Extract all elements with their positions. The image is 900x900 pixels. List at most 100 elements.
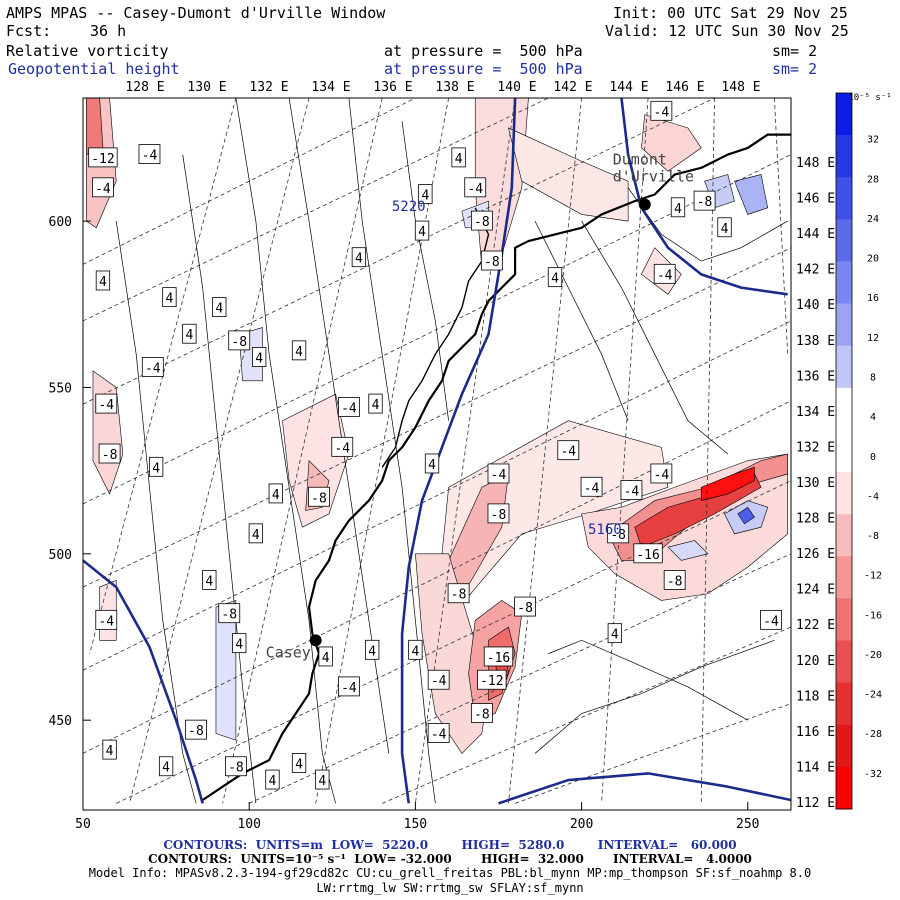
vorticity-label-box [480, 250, 503, 271]
y-tick-label: 600 [49, 215, 72, 230]
vorticity-contour-0 [115, 221, 197, 804]
colorbar-tick-label-2: 24 [867, 214, 879, 225]
colorbar-unit-label: 10⁻⁵ s⁻¹ [848, 93, 891, 103]
vorticity-contour-6 [534, 220, 629, 421]
field1-level: at pressure = 500 hPa [384, 42, 583, 60]
colorbar-swatch-4 [836, 261, 852, 305]
vorticity-label-box [607, 623, 622, 644]
vorticity-label-33: -4 [650, 463, 673, 484]
vorticity-label-box [351, 247, 367, 268]
lon-label-top-2: 132 E [249, 80, 288, 95]
vorticity-label-box [95, 609, 118, 630]
vorticity-label-text: -8 [697, 195, 713, 210]
vorticity-label-44: 4 [607, 623, 622, 644]
vorticity-label-text: -8 [517, 601, 533, 616]
graticule-line-14 [315, 98, 450, 804]
vorticity-label-31: -4 [580, 476, 603, 497]
vorticity-label-box [368, 393, 383, 414]
init-time: Init: 00 UTC Sat 29 Nov 25 [613, 4, 848, 22]
field1-smoothing: sm= 2 [772, 42, 818, 60]
vorticity-label-box [580, 476, 603, 497]
model-info-physics: LW:rrtmg_lw SW:rrtmg_sw SFLAY:sf_mynn [316, 881, 584, 895]
vorticity-label-box [308, 486, 330, 507]
colorbar-tick-label-3: 20 [867, 254, 879, 265]
vorticity-label-box [427, 669, 450, 690]
vorticity-region-3 [282, 393, 350, 528]
vorticity-label-text: 4 [455, 152, 463, 167]
vorticity-label-64: 4 [265, 769, 280, 790]
forecast-value: 36 h [90, 22, 127, 40]
vorticity-label-text: -4 [142, 149, 158, 164]
vorticity-label-12: -8 [98, 443, 121, 464]
lon-label-right-2: 144 E [796, 227, 835, 242]
vorticity-label-text: -4 [341, 681, 357, 696]
vorticity-label-51: -4 [427, 723, 450, 743]
vorticity-label-box [514, 596, 536, 617]
vorticity-contour-5 [401, 121, 449, 421]
lon-label-right-3: 142 E [796, 263, 835, 278]
map-frame [82, 97, 792, 811]
vorticity-label-text: -8 [474, 708, 490, 723]
colorbar-swatch-10 [836, 514, 852, 557]
vorticity-label-box [232, 633, 247, 654]
graticule-line-4 [83, 247, 791, 588]
y-axis: 450 500 550 600 [49, 215, 91, 729]
lon-label-right-4: 140 E [796, 298, 835, 313]
graticule-line-16 [508, 98, 582, 804]
vorticity-label-text: -4 [560, 445, 576, 460]
x-tick-label: 50 [75, 817, 91, 832]
vorticity-label-6: 4 [182, 323, 197, 344]
vorticity-label-54: -4 [338, 676, 360, 697]
vorticity-region-18 [700, 466, 755, 501]
lon-label-right-15: 118 E [796, 689, 835, 704]
colorbar-swatch-11 [836, 556, 852, 599]
height-contour-0 [400, 98, 517, 804]
height-contour-labels: 5220 5160 [392, 199, 622, 538]
field2-smoothing: sm= 2 [772, 60, 818, 78]
station-marker-1 [638, 198, 651, 211]
vorticity-label-box [607, 523, 630, 544]
vorticity-label-43: -4 [760, 609, 782, 630]
vorticity-label-66: 4 [315, 769, 330, 790]
colorbar-swatch-0 [836, 93, 852, 136]
vorticity-label-59: -4 [95, 609, 118, 630]
vorticity-label-box [447, 583, 470, 604]
colorbar-tick-label-9: -4 [867, 491, 879, 502]
vorticity-contour-7 [581, 220, 729, 455]
vorticity-label-text: -4 [334, 441, 350, 456]
colorbar-swatch-12 [836, 598, 852, 642]
vorticity-label-36: 4 [670, 197, 686, 218]
vorticity-label-2: -4 [92, 177, 114, 198]
vorticity-label-13: 4 [148, 456, 164, 477]
vorticity-label-box [88, 147, 118, 168]
vorticity-label-box [427, 723, 450, 743]
vorticity-label-text: -4 [584, 481, 600, 496]
vorticity-label-32: -4 [620, 480, 643, 500]
vorticity-label-box [148, 456, 164, 477]
vorticity-label-box [162, 287, 177, 308]
vorticity-label-38: -8 [693, 190, 716, 211]
colorbar-swatch-15 [836, 724, 852, 768]
lon-label-right-9: 130 E [796, 476, 835, 491]
vorticity-label-box [225, 756, 247, 777]
graticule-line-17 [601, 98, 649, 804]
lon-label-top-8: 144 E [609, 80, 648, 95]
vorticity-label-text: -4 [467, 182, 483, 197]
vorticity-label-text: -4 [657, 268, 673, 283]
vorticity-label-text: -4 [95, 182, 111, 197]
colorbar-tick-label-5: 12 [867, 333, 879, 344]
vorticity-label-box [98, 443, 121, 464]
lon-label-right-10: 128 E [796, 512, 835, 527]
lon-label-right-1: 146 E [796, 192, 835, 207]
colorbar-tick-label-15: -28 [864, 729, 882, 740]
vorticity-label-1: -4 [138, 144, 161, 164]
vorticity-label-text: 4 [611, 628, 619, 643]
vorticity-label-text: 4 [235, 638, 243, 653]
vorticity-label-text: 4 [372, 398, 380, 413]
forecast-label: Fcst: [6, 22, 52, 40]
vorticity-label-text: -8 [667, 574, 683, 589]
y-tick-label: 550 [49, 381, 72, 396]
vorticity-label-text: -4 [98, 614, 114, 629]
vorticity-label-text: 4 [215, 302, 223, 317]
